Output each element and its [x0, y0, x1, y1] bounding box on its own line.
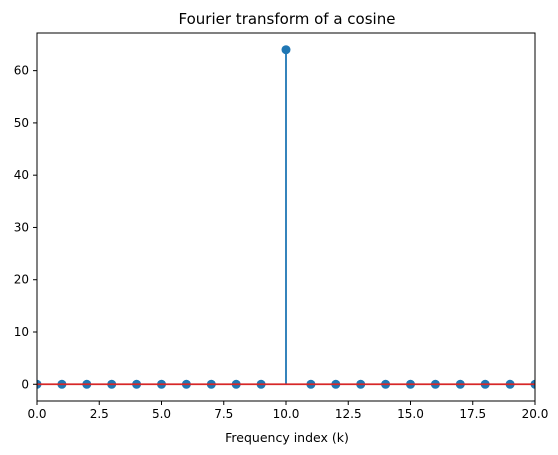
y-tick-label: 10 — [14, 325, 29, 339]
x-tick-label: 12.5 — [335, 407, 362, 421]
x-tick-label: 2.5 — [90, 407, 109, 421]
y-tick-label: 40 — [14, 168, 29, 182]
y-tick-label: 0 — [21, 377, 29, 391]
y-tick-label: 60 — [14, 64, 29, 78]
stem-marker — [281, 45, 291, 55]
x-tick-label: 20.0 — [522, 407, 549, 421]
chart-title: Fourier transform of a cosine — [179, 10, 396, 28]
plot-area — [36, 32, 536, 402]
x-tick-label: 7.5 — [214, 407, 233, 421]
x-tick-label: 17.5 — [459, 407, 486, 421]
x-axis-ticks: 0.0 2.5 5.0 7.5 10.0 12.5 15.0 17.5 20.0 — [27, 401, 548, 421]
y-axis-ticks: 0 10 20 30 40 50 60 — [14, 64, 37, 391]
x-tick-label: 10.0 — [273, 407, 300, 421]
x-tick-label: 5.0 — [152, 407, 171, 421]
y-tick-label: 20 — [14, 273, 29, 287]
x-axis-label: Frequency index (k) — [225, 430, 349, 445]
x-tick-label: 0.0 — [27, 407, 46, 421]
y-tick-label: 30 — [14, 220, 29, 234]
y-tick-label: 50 — [14, 116, 29, 130]
x-tick-label: 15.0 — [397, 407, 424, 421]
